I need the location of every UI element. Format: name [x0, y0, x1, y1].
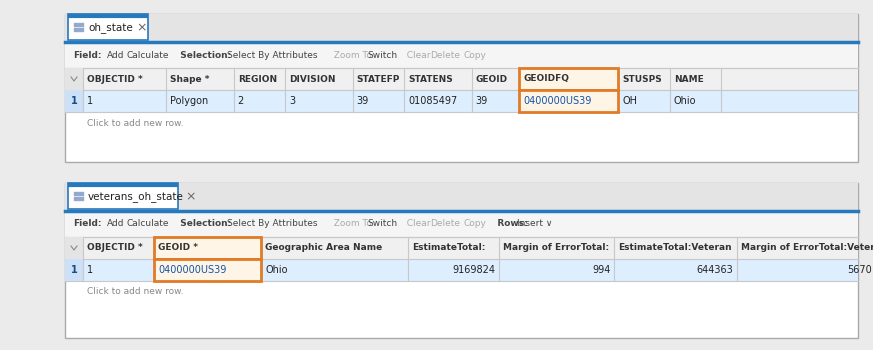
Bar	[65, 90, 858, 112]
Text: STATEFP: STATEFP	[356, 75, 400, 84]
Text: Field:: Field:	[73, 219, 101, 229]
Text: EstimateTotal:Veteran: EstimateTotal:Veteran	[618, 244, 732, 252]
Text: Zoom To: Zoom To	[328, 219, 372, 229]
Text: DIVISION: DIVISION	[289, 75, 336, 84]
Bar	[65, 259, 858, 281]
Bar	[65, 14, 858, 162]
Text: STATENS: STATENS	[409, 75, 453, 84]
Text: 39: 39	[356, 96, 369, 106]
Bar	[79, 191, 84, 196]
Bar	[74, 191, 79, 196]
Text: 0400000US39: 0400000US39	[523, 96, 592, 106]
Text: 1: 1	[71, 265, 78, 275]
Text: 0400000US39: 0400000US39	[158, 265, 227, 275]
Bar	[65, 68, 83, 90]
Text: OBJECTID *: OBJECTID *	[87, 244, 143, 252]
Bar	[65, 42, 858, 68]
Bar	[68, 14, 148, 40]
Text: REGION: REGION	[237, 75, 277, 84]
Text: Clear: Clear	[401, 50, 430, 60]
Bar	[74, 22, 79, 27]
Bar	[65, 237, 83, 259]
Bar	[155, 259, 261, 281]
Text: Select By Attributes: Select By Attributes	[227, 50, 318, 60]
Text: Geographic Area Name: Geographic Area Name	[265, 244, 382, 252]
Text: Ohio: Ohio	[265, 265, 288, 275]
Text: Margin of ErrorTotal:Veteran: Margin of ErrorTotal:Veteran	[741, 244, 873, 252]
Text: GEOID *: GEOID *	[158, 244, 198, 252]
Bar	[519, 68, 618, 90]
Bar	[65, 211, 858, 237]
Bar	[519, 90, 618, 112]
Text: 01085497: 01085497	[409, 96, 457, 106]
Text: ×: ×	[136, 21, 147, 35]
Text: Switch: Switch	[367, 50, 397, 60]
Bar	[65, 183, 858, 211]
Text: Switch: Switch	[367, 219, 397, 229]
Text: Add: Add	[107, 219, 124, 229]
Text: Ohio: Ohio	[674, 96, 697, 106]
Bar	[65, 90, 83, 112]
Text: oh_state: oh_state	[88, 22, 133, 34]
Text: Clear: Clear	[401, 219, 430, 229]
Text: Field:: Field:	[73, 50, 101, 60]
Bar	[65, 14, 858, 42]
Text: 644363: 644363	[697, 265, 733, 275]
Text: 1: 1	[71, 96, 78, 106]
Text: Select By Attributes: Select By Attributes	[227, 219, 318, 229]
Text: Copy: Copy	[464, 50, 486, 60]
Text: 39: 39	[476, 96, 488, 106]
Text: 994: 994	[592, 265, 610, 275]
Text: Click to add new row.: Click to add new row.	[87, 287, 183, 296]
Text: NAME: NAME	[674, 75, 704, 84]
Bar	[65, 237, 858, 259]
Bar	[65, 183, 858, 338]
Text: Shape *: Shape *	[170, 75, 210, 84]
Text: Rows:: Rows:	[488, 219, 527, 229]
Text: 3: 3	[289, 96, 295, 106]
Text: Click to add new row.: Click to add new row.	[87, 119, 183, 127]
Text: Calculate: Calculate	[127, 219, 168, 229]
Bar	[74, 196, 79, 201]
Text: 9169824: 9169824	[452, 265, 495, 275]
Bar	[79, 28, 84, 32]
Text: OH: OH	[622, 96, 637, 106]
Text: ×: ×	[185, 190, 196, 203]
Bar	[155, 237, 261, 259]
Text: Copy: Copy	[464, 219, 486, 229]
Bar	[65, 68, 858, 90]
Text: Polygon: Polygon	[170, 96, 209, 106]
Text: GEOIDFQ: GEOIDFQ	[523, 75, 569, 84]
Bar	[79, 196, 84, 201]
Text: 2: 2	[237, 96, 244, 106]
Text: Delete: Delete	[430, 50, 460, 60]
Text: GEOID: GEOID	[476, 75, 508, 84]
Text: OBJECTID *: OBJECTID *	[87, 75, 143, 84]
Text: veterans_oh_state: veterans_oh_state	[88, 191, 184, 202]
Text: 1: 1	[87, 96, 93, 106]
Text: Delete: Delete	[430, 219, 460, 229]
Text: Calculate: Calculate	[127, 50, 168, 60]
Text: EstimateTotal:: EstimateTotal:	[412, 244, 485, 252]
Text: Selection:: Selection:	[175, 50, 231, 60]
Bar	[79, 22, 84, 27]
Text: 5670: 5670	[848, 265, 872, 275]
Text: STUSPS: STUSPS	[622, 75, 662, 84]
Bar	[74, 28, 79, 32]
Text: Add: Add	[107, 50, 124, 60]
Bar	[68, 183, 178, 209]
Text: Insert ∨: Insert ∨	[517, 219, 553, 229]
Text: Margin of ErrorTotal:: Margin of ErrorTotal:	[504, 244, 609, 252]
Text: 1: 1	[87, 265, 93, 275]
Bar	[65, 259, 83, 281]
Text: Selection:: Selection:	[175, 219, 231, 229]
Text: Zoom To: Zoom To	[328, 50, 372, 60]
